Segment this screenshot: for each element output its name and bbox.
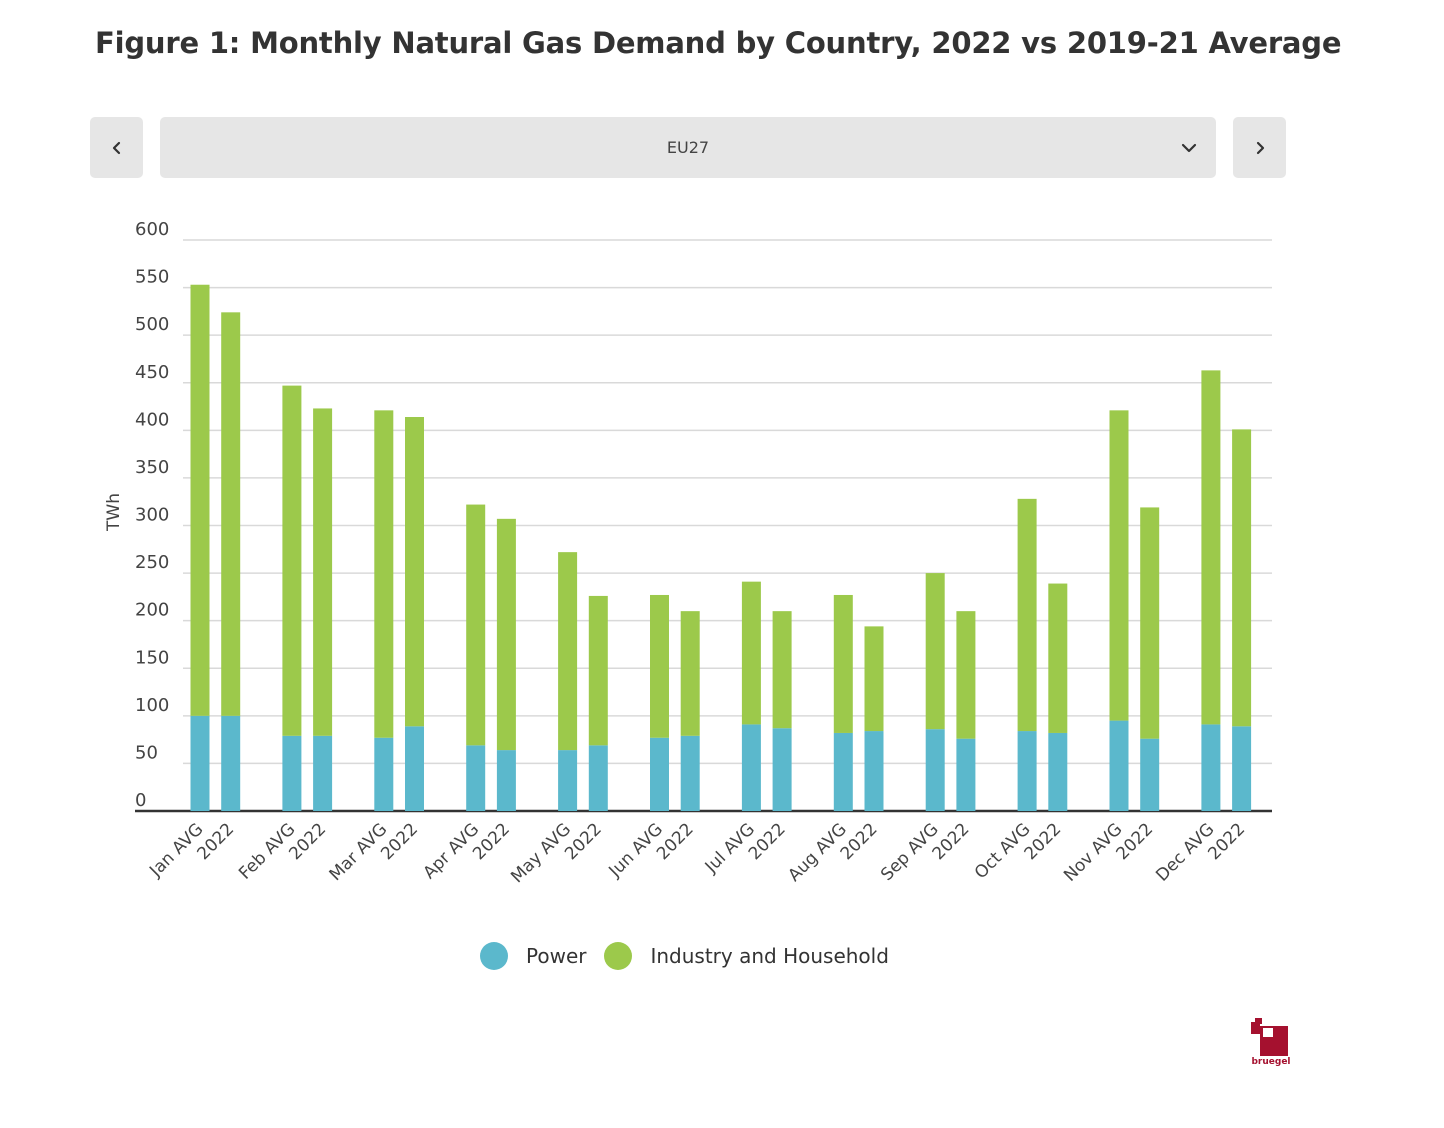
y-tick-label: 100 <box>135 695 169 716</box>
next-country-button[interactable] <box>1233 117 1286 178</box>
bar-power[interactable] <box>496 750 516 811</box>
x-tick-label: 2022 <box>1021 819 1066 864</box>
legend-item-industry-household[interactable]: Industry and Household <box>604 942 889 970</box>
bar-power[interactable] <box>313 735 333 811</box>
bar-industry-household[interactable] <box>405 417 424 727</box>
bar-power[interactable] <box>1232 726 1252 811</box>
country-select[interactable]: EU27 <box>160 117 1216 178</box>
legend-label-power: Power <box>526 944 587 968</box>
x-tick-label: 2022 <box>1112 819 1157 864</box>
bar-industry-household[interactable] <box>864 626 884 732</box>
x-tick-label: 2022 <box>1204 819 1249 864</box>
bar-power[interactable] <box>1048 732 1068 811</box>
chevron-right-icon <box>1256 141 1264 154</box>
y-tick-label: 500 <box>135 314 169 335</box>
bar-power[interactable] <box>221 715 241 811</box>
bar-power[interactable] <box>864 731 884 811</box>
grid-lines <box>135 239 1272 813</box>
bar-power[interactable] <box>190 715 210 811</box>
bar-power[interactable] <box>374 737 394 811</box>
bar-industry-household[interactable] <box>1109 410 1129 721</box>
bruegel-logo: bruegel <box>1246 1016 1296 1072</box>
bar-industry-household[interactable] <box>833 594 853 733</box>
chevron-down-icon <box>1181 143 1197 153</box>
bar-power[interactable] <box>558 750 578 811</box>
bar-industry-household[interactable] <box>588 595 608 746</box>
bar-industry-household[interactable] <box>772 611 792 729</box>
bar-power[interactable] <box>1109 720 1129 811</box>
bar-industry-household[interactable] <box>313 408 333 736</box>
legend-label-industry-household: Industry and Household <box>650 944 889 968</box>
x-tick-label: 2022 <box>837 819 882 864</box>
y-tick-label: 400 <box>135 409 169 430</box>
x-tick-label: 2022 <box>377 819 422 864</box>
bar-industry-household[interactable] <box>1017 498 1037 732</box>
selected-country: EU27 <box>666 138 710 157</box>
legend-item-power[interactable]: Power <box>480 942 586 970</box>
y-tick-label: 50 <box>135 742 158 763</box>
logo-wordmark: bruegel <box>1251 1057 1291 1067</box>
chart-title: Figure 1: Monthly Natural Gas Demand by … <box>95 26 1342 60</box>
x-tick-label: 2022 <box>469 819 514 864</box>
bar-power[interactable] <box>956 738 976 811</box>
previous-country-button[interactable] <box>90 117 143 178</box>
x-tick-label: 2022 <box>745 819 790 864</box>
bar-industry-household[interactable] <box>1232 429 1252 727</box>
bar-industry-household[interactable] <box>190 284 210 716</box>
bars <box>190 284 1252 811</box>
y-axis-title: TWh <box>104 493 124 532</box>
legend-swatch-power <box>480 942 508 970</box>
bar-power[interactable] <box>833 732 853 811</box>
x-tick-label: 2022 <box>285 819 330 864</box>
bar-industry-household[interactable] <box>558 552 578 751</box>
bar-industry-household[interactable] <box>1140 507 1160 739</box>
bar-power[interactable] <box>650 737 669 811</box>
bar-industry-household[interactable] <box>650 594 669 738</box>
y-tick-label: 200 <box>135 600 169 621</box>
y-tick-label: 450 <box>135 362 169 383</box>
bar-industry-household[interactable] <box>956 611 976 739</box>
chevron-left-icon <box>112 141 120 154</box>
bar-industry-household[interactable] <box>496 518 516 751</box>
bar-power[interactable] <box>772 728 792 811</box>
y-tick-label: 0 <box>135 790 146 811</box>
stacked-bar-chart: 0 50 100 150 200 250 300 350 400 450 500 550 600 Jan… <box>104 219 1272 887</box>
legend-swatch-industry-household <box>604 942 633 970</box>
bar-industry-household[interactable] <box>466 504 486 746</box>
y-tick-label: 550 <box>135 267 169 288</box>
bar-power[interactable] <box>741 724 761 811</box>
bar-power[interactable] <box>925 729 945 811</box>
bar-power[interactable] <box>405 726 424 811</box>
bar-power[interactable] <box>680 735 700 811</box>
bar-power[interactable] <box>1201 724 1221 811</box>
legend: Power Industry and Household <box>480 940 907 972</box>
bar-industry-household[interactable] <box>680 611 700 736</box>
bar-industry-household[interactable] <box>1048 583 1068 733</box>
bar-industry-household[interactable] <box>221 312 241 716</box>
y-tick-label: 600 <box>135 219 169 240</box>
x-tick-label: 2022 <box>929 819 974 864</box>
bar-power[interactable] <box>588 745 608 811</box>
x-tick-label: 2022 <box>561 819 606 864</box>
bar-power[interactable] <box>1017 731 1037 811</box>
bar-power[interactable] <box>282 735 302 811</box>
bar-industry-household[interactable] <box>925 573 945 730</box>
y-tick-label: 300 <box>135 505 169 526</box>
y-tick-label: 350 <box>135 457 169 478</box>
bar-industry-household[interactable] <box>374 410 394 738</box>
y-tick-label: 250 <box>135 552 169 573</box>
x-tick-label: 2022 <box>653 819 698 864</box>
y-tick-label: 150 <box>135 647 169 668</box>
bruegel-logo-icon <box>1251 1018 1288 1056</box>
bar-industry-household[interactable] <box>1201 370 1221 725</box>
y-axis-ticks: 0 50 100 150 200 250 300 350 400 450 500 550 600 <box>135 219 169 811</box>
bar-industry-household[interactable] <box>741 581 761 725</box>
bar-power[interactable] <box>466 745 486 811</box>
bar-industry-household[interactable] <box>282 385 302 736</box>
bar-power[interactable] <box>1140 738 1160 811</box>
x-tick-label: 2022 <box>193 819 238 864</box>
